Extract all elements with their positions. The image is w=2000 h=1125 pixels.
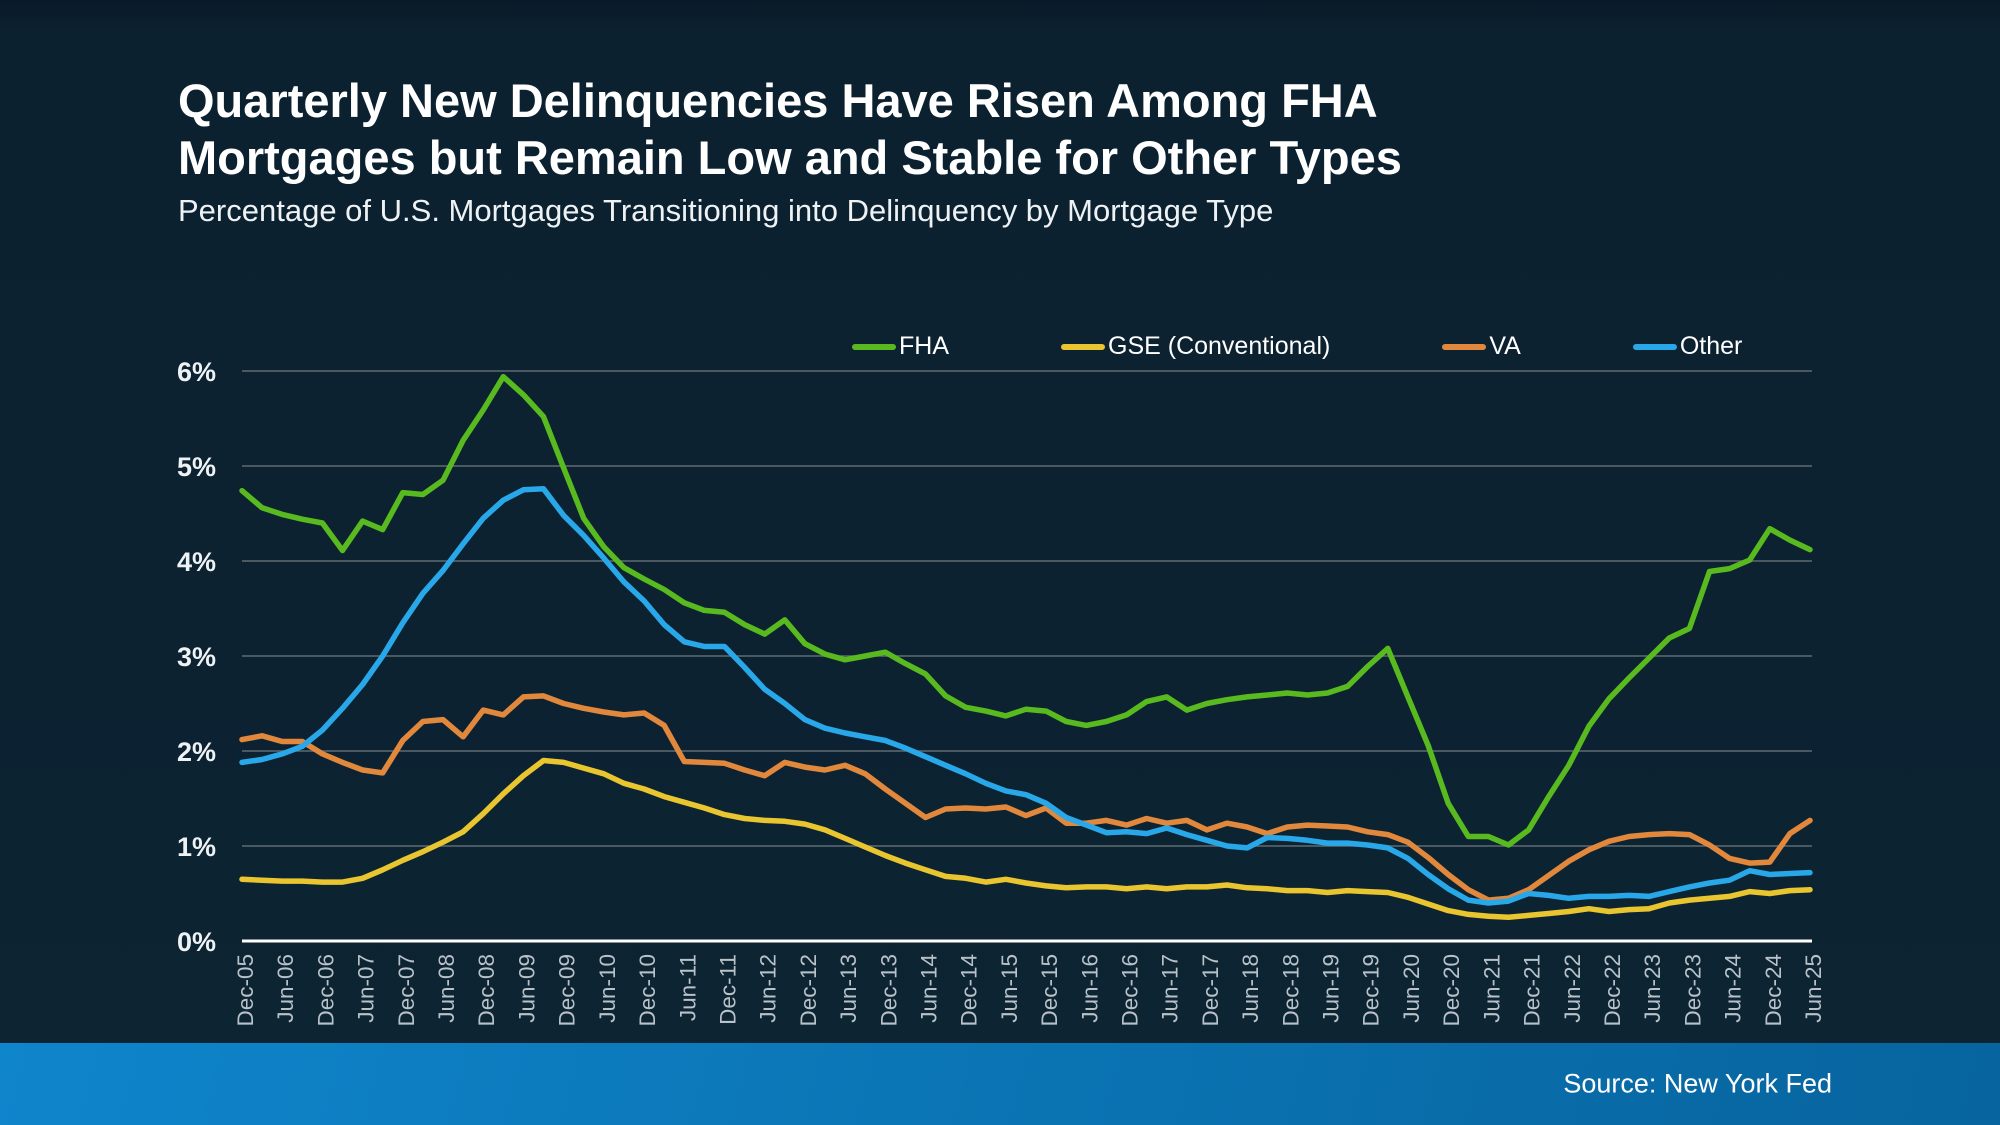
- fha-line: [239, 373, 1813, 848]
- y-tick-label-2%: 2%: [177, 737, 216, 767]
- x-tick-label-Dec-15: Dec-15: [1037, 954, 1062, 1027]
- y-tick-label-3%: 3%: [177, 642, 216, 672]
- legend-item-va: VA: [1442, 332, 1521, 361]
- x-tick-label-Jun-15: Jun-15: [997, 954, 1022, 1023]
- other-line-swatch-icon: [1632, 343, 1677, 350]
- x-tick-label-Jun-13: Jun-13: [836, 954, 861, 1023]
- x-tick-label-Dec-11: Dec-11: [715, 954, 740, 1025]
- x-tick-label-Jun-12: Jun-12: [756, 954, 781, 1023]
- legend-item-fha: FHA: [852, 332, 949, 361]
- x-tick-label-Dec-17: Dec-17: [1198, 954, 1223, 1027]
- x-tick-label-Jun-16: Jun-16: [1077, 954, 1102, 1023]
- x-tick-label-Dec-14: Dec-14: [957, 954, 982, 1027]
- page-title: Quarterly New Delinquencies Have Risen A…: [178, 72, 1478, 186]
- x-tick-label-Jun-20: Jun-20: [1399, 954, 1424, 1023]
- x-tick-label-Dec-16: Dec-16: [1118, 954, 1143, 1027]
- y-tick-label-6%: 6%: [177, 357, 216, 387]
- x-tick-label-Jun-14: Jun-14: [916, 954, 941, 1023]
- x-tick-label-Dec-05: Dec-05: [233, 954, 258, 1027]
- x-tick-label-Jun-10: Jun-10: [595, 954, 620, 1023]
- x-tick-label-Jun-07: Jun-07: [354, 954, 379, 1023]
- other-line: [239, 486, 1813, 906]
- x-tick-label-Dec-07: Dec-07: [394, 954, 419, 1027]
- gse-conventional-line: [239, 757, 1813, 921]
- legend-item-other: Other: [1632, 332, 1743, 361]
- y-tick-label-1%: 1%: [177, 832, 216, 862]
- y-tick-label-5%: 5%: [177, 452, 216, 482]
- x-tick-label-Jun-17: Jun-17: [1158, 954, 1183, 1023]
- x-tick-label-Jun-21: Jun-21: [1479, 954, 1504, 1023]
- legend-label-other: Other: [1679, 332, 1743, 360]
- x-tick-label-Dec-10: Dec-10: [635, 954, 660, 1027]
- x-tick-label-Jun-11: Jun-11: [675, 954, 700, 1021]
- x-tick-label-Dec-23: Dec-23: [1680, 954, 1705, 1027]
- x-tick-label-Dec-19: Dec-19: [1359, 954, 1384, 1027]
- x-tick-label-Dec-24: Dec-24: [1761, 954, 1786, 1027]
- x-tick-label-Jun-22: Jun-22: [1560, 954, 1585, 1023]
- x-tick-label-Jun-19: Jun-19: [1319, 954, 1344, 1023]
- x-tick-label-Dec-21: Dec-21: [1520, 954, 1545, 1027]
- x-tick-label-Dec-08: Dec-08: [474, 954, 499, 1027]
- x-tick-label-Dec-18: Dec-18: [1278, 954, 1303, 1027]
- va-line: [239, 693, 1813, 903]
- x-tick-label-Dec-20: Dec-20: [1439, 954, 1464, 1027]
- legend-item-gse: GSE (Conventional): [1061, 332, 1330, 361]
- gse-line-swatch-icon: [1061, 343, 1105, 350]
- x-tick-label-Jun-23: Jun-23: [1640, 954, 1665, 1023]
- x-tick-label-Dec-13: Dec-13: [876, 954, 901, 1027]
- va-line-swatch-icon: [1442, 343, 1487, 350]
- chart-legend: FHA GSE (Conventional) VA Other: [852, 332, 1742, 361]
- legend-label-va: VA: [1489, 332, 1521, 360]
- page-title-line-1: Quarterly New Delinquencies Have Risen A…: [178, 74, 1378, 127]
- y-tick-label-4%: 4%: [177, 547, 216, 577]
- x-tick-label-Dec-12: Dec-12: [796, 954, 821, 1027]
- page-title-line-2: Mortgages but Remain Low and Stable for …: [178, 131, 1402, 184]
- legend-label-gse: GSE (Conventional): [1108, 332, 1331, 360]
- page-subtitle: Percentage of U.S. Mortgages Transitioni…: [178, 193, 1274, 228]
- x-tick-label-Jun-24: Jun-24: [1721, 954, 1746, 1023]
- source-label: Source: New York Fed: [1563, 1068, 1832, 1099]
- fha-line-swatch-icon: [852, 343, 896, 350]
- y-tick-label-0%: 0%: [177, 927, 216, 957]
- legend-label-fha: FHA: [899, 332, 949, 360]
- x-tick-label-Dec-09: Dec-09: [555, 954, 580, 1027]
- x-tick-label-Jun-06: Jun-06: [273, 954, 298, 1023]
- footer-bar: Source: New York Fed: [0, 1043, 2000, 1125]
- x-tick-label-Dec-22: Dec-22: [1600, 954, 1625, 1027]
- x-tick-label-Jun-25: Jun-25: [1801, 954, 1826, 1023]
- x-tick-label-Jun-09: Jun-09: [514, 954, 539, 1023]
- x-tick-label-Jun-18: Jun-18: [1238, 954, 1263, 1023]
- x-tick-label-Jun-08: Jun-08: [434, 954, 459, 1023]
- x-tick-label-Dec-06: Dec-06: [313, 954, 338, 1027]
